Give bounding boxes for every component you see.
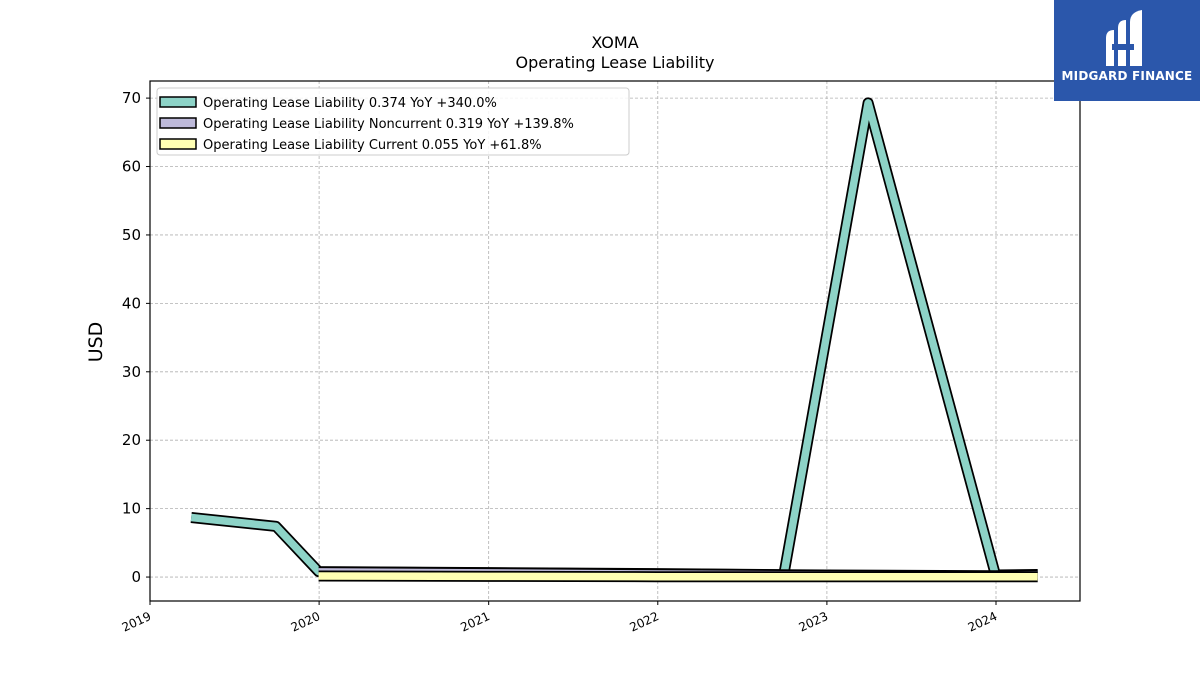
brand-logo: MIDGARD FINANCE	[1054, 0, 1200, 101]
y-tick-label: 20	[122, 431, 141, 449]
midgard-logo-icon	[1106, 10, 1142, 66]
legend-label: Operating Lease Liability Noncurrent 0.3…	[203, 117, 574, 132]
legend-label: Operating Lease Liability 0.374 YoY +340…	[203, 96, 497, 111]
series-line-3	[318, 570, 1038, 583]
series-outline	[190, 97, 1038, 581]
y-tick-label: 30	[122, 363, 141, 381]
chart-subtitle: Operating Lease Liability	[515, 53, 714, 72]
legend-swatch	[159, 96, 197, 108]
plot-frame	[149, 80, 1081, 602]
legend-label: Operating Lease Liability Current 0.055 …	[203, 138, 542, 153]
y-axis: 0 10 20 30 40 50 60 70	[122, 89, 150, 586]
series-layer	[190, 97, 1038, 583]
series-fill	[318, 572, 1038, 581]
chart-title: XOMA	[591, 33, 638, 52]
grid	[149, 81, 1080, 601]
legend: Operating Lease Liability 0.374 YoY +340…	[156, 87, 630, 156]
logo-text: MIDGARD FINANCE	[1061, 69, 1193, 83]
x-tick-label: 2021	[458, 609, 492, 635]
x-tick-label: 2020	[289, 609, 323, 635]
y-tick-label: 0	[131, 568, 141, 586]
x-axis: 2019 2020 2021 2022 2023 2024	[120, 601, 1000, 635]
y-tick-label: 60	[122, 158, 141, 176]
x-tick-label: 2023	[797, 609, 831, 635]
series-line-1	[190, 97, 1038, 581]
y-axis-label: USD	[85, 322, 107, 363]
legend-swatch	[159, 117, 197, 129]
y-tick-label: 50	[122, 226, 141, 244]
y-tick-label: 10	[122, 500, 141, 518]
legend-box	[156, 87, 630, 156]
y-tick-label: 70	[122, 89, 141, 107]
x-tick-label: 2019	[120, 609, 154, 635]
legend-swatch	[159, 138, 197, 150]
x-tick-label: 2024	[966, 609, 1000, 635]
series-fill	[190, 99, 1038, 579]
y-tick-label: 40	[122, 294, 141, 312]
x-tick-label: 2022	[627, 609, 661, 635]
